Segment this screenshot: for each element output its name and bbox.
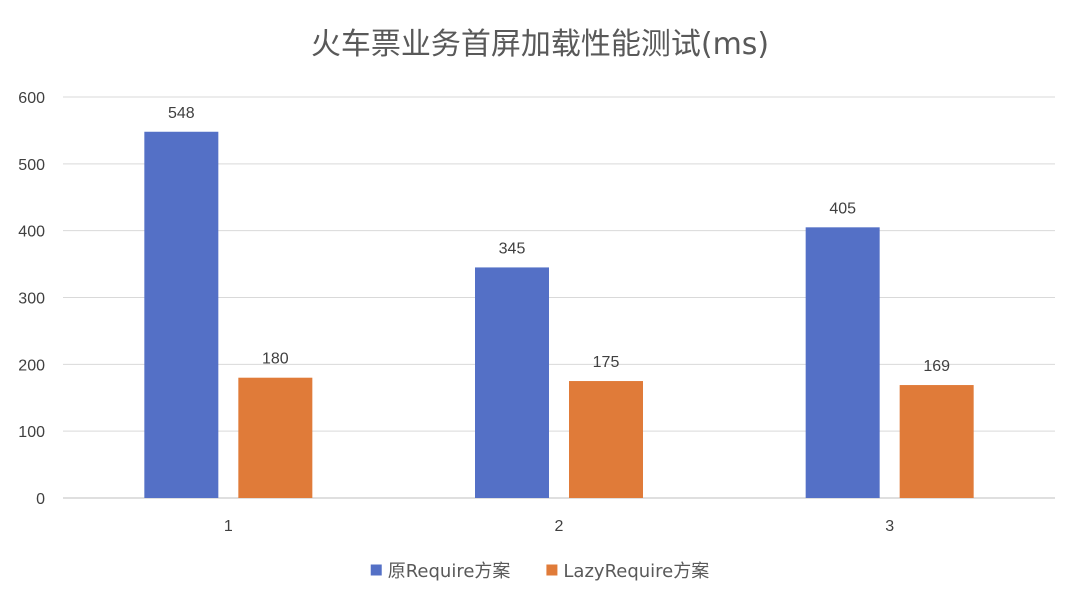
chart-title: 火车票业务首屏加载性能测试(ms) [311, 27, 769, 62]
legend-item: 原Require方案 [370, 561, 511, 582]
data-label: 180 [262, 351, 289, 368]
y-tick-label: 100 [18, 424, 45, 441]
y-tick-label: 300 [18, 291, 45, 308]
bar-series-1-cat-1 [144, 131, 219, 498]
data-label: 345 [499, 240, 526, 257]
y-tick-label: 200 [18, 357, 45, 374]
legend-swatch [370, 564, 382, 576]
bars [144, 131, 974, 498]
bar-series-2-cat-2 [569, 381, 643, 498]
gridlines [63, 96, 1055, 499]
x-tick-label: 1 [224, 518, 233, 535]
y-tick-label: 600 [18, 90, 45, 107]
data-label: 169 [923, 358, 950, 375]
y-tick-label: 500 [18, 157, 45, 174]
y-tick-label: 400 [18, 224, 45, 241]
legend: 原Require方案 LazyRequire方案 [370, 561, 709, 582]
y-axis-ticks: 0 100 200 300 400 500 600 [18, 90, 45, 508]
data-labels: 548 180 345 175 405 169 [168, 105, 950, 375]
legend-label: LazyRequire方案 [563, 561, 709, 582]
x-tick-label: 3 [885, 518, 894, 535]
legend-swatch [546, 564, 558, 576]
data-label: 405 [829, 200, 856, 217]
legend-label: 原Require方案 [388, 561, 511, 582]
bar-series-1-cat-3 [805, 227, 880, 498]
bar-series-2-cat-3 [899, 385, 974, 498]
data-label: 175 [593, 354, 620, 371]
data-label: 548 [168, 105, 195, 122]
bar-series-2-cat-1 [238, 377, 313, 498]
bar-series-1-cat-2 [475, 267, 549, 498]
x-tick-label: 2 [555, 518, 564, 535]
legend-item: LazyRequire方案 [546, 561, 709, 582]
y-tick-label: 0 [36, 491, 45, 508]
x-axis-ticks: 1 2 3 [224, 518, 894, 535]
